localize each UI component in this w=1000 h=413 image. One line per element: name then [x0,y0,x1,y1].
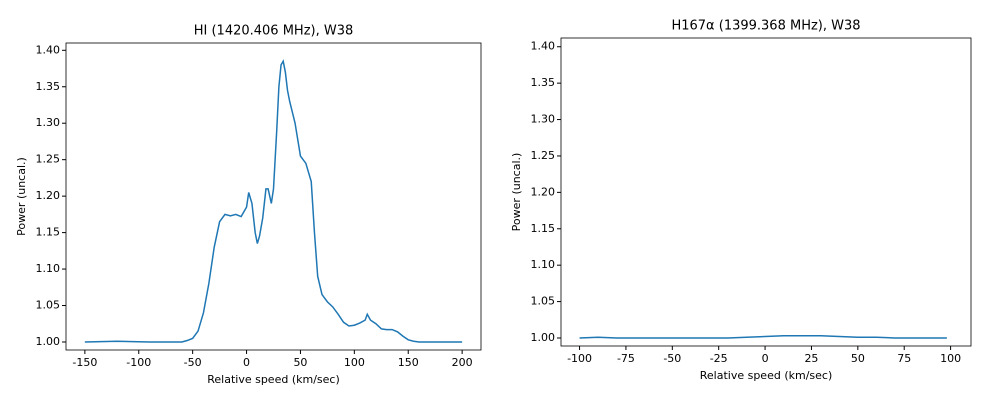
y-tick-label: 1.35 [531,76,556,89]
plot-frame [560,37,972,347]
x-tick-label: 50 [293,356,307,369]
x-tick-label: 50 [851,352,865,365]
x-tick-label: 25 [804,352,818,365]
y-tick-label: 1.05 [531,295,556,308]
line-series [84,59,463,343]
y-tick-label: 1.00 [531,331,556,344]
y-tick-label: 1.40 [36,43,61,56]
x-tick-label: 100 [344,356,365,369]
y-tick-label: 1.30 [36,116,61,129]
x-tick-label: 200 [452,356,473,369]
x-tick-label: -100 [567,352,592,365]
x-tick-label: -75 [617,352,635,365]
plot-frame [65,42,482,351]
y-tick-label: 1.15 [36,226,61,239]
x-tick-label: 100 [940,352,961,365]
chart-title: HI (1420.406 MHz), W38 [194,24,354,39]
y-tick-label: 1.15 [531,222,556,235]
x-tick-label: 0 [762,352,769,365]
y-tick-label: 1.40 [531,40,556,53]
x-tick-label: 0 [243,356,250,369]
y-axis-label: Power (uncal.) [15,157,28,236]
y-tick-label: 1.25 [36,153,61,166]
x-axis-label: Relative speed (km/sec) [207,373,340,386]
x-tick-label: -100 [126,356,151,369]
chart-title: H167α (1399.368 MHz), W38 [671,19,860,34]
y-tick-label: 1.35 [36,80,61,93]
x-tick-label: -150 [72,356,97,369]
y-tick-label: 1.10 [531,258,556,271]
y-tick-label: 1.20 [531,185,556,198]
y-tick-label: 1.05 [36,299,61,312]
y-tick-label: 1.20 [36,189,61,202]
x-tick-label: -50 [184,356,202,369]
y-tick-label: 1.25 [531,149,556,162]
x-tick-label: -50 [663,352,681,365]
y-axis-label: Power (uncal.) [510,153,523,232]
y-tick-label: 1.00 [36,335,61,348]
x-tick-label: 150 [398,356,419,369]
y-tick-label: 1.10 [36,262,61,275]
line-series [579,335,947,339]
x-axis-label: Relative speed (km/sec) [700,369,833,382]
x-tick-label: 75 [897,352,911,365]
y-tick-label: 1.30 [531,113,556,126]
x-tick-label: -25 [710,352,728,365]
